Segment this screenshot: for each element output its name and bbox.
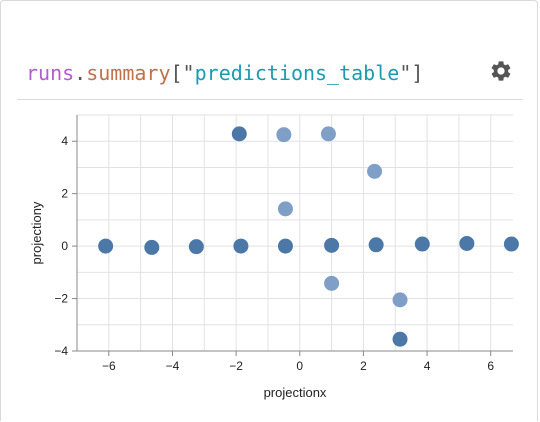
panel-header: runs.summary["predictions_table"] — [17, 51, 523, 100]
x-tick-label: −6 — [102, 359, 116, 373]
gear-icon[interactable] — [489, 59, 513, 83]
scatter-point[interactable] — [277, 201, 293, 217]
title-open-bracket: [" — [170, 61, 195, 85]
panel-title: runs.summary["predictions_table"] — [26, 60, 423, 86]
scatter-point[interactable] — [188, 239, 204, 255]
scatter-point[interactable] — [392, 292, 408, 308]
y-tick-label: 4 — [61, 134, 68, 148]
title-summary: summary — [86, 61, 171, 85]
scatter-point[interactable] — [144, 239, 160, 255]
scatter-point[interactable] — [276, 127, 292, 143]
scatter-point[interactable] — [392, 331, 408, 347]
scatter-point[interactable] — [324, 275, 340, 291]
title-dot: . — [74, 61, 87, 85]
y-tick-label: −2 — [54, 292, 68, 306]
scatter-point[interactable] — [233, 238, 249, 254]
x-tick-label: −4 — [166, 359, 180, 373]
scatter-point[interactable] — [98, 238, 114, 254]
scatter-point[interactable] — [231, 126, 247, 142]
x-axis-title: projectionx — [264, 385, 327, 400]
x-tick-label: 0 — [296, 359, 303, 373]
scatter-point[interactable] — [277, 238, 293, 254]
scatter-point[interactable] — [320, 126, 336, 142]
x-tick-label: 6 — [487, 359, 494, 373]
axes: −6 −4 −2 0 2 4 6 −4 −2 0 2 4 — [54, 115, 513, 373]
scatter-point[interactable] — [414, 236, 430, 252]
x-tick-label: 4 — [424, 359, 431, 373]
x-tick-label: 2 — [360, 359, 367, 373]
grid — [76, 114, 513, 352]
scatter-point[interactable] — [324, 237, 340, 253]
scatter-point[interactable] — [503, 236, 519, 252]
y-tick-label: 2 — [61, 187, 68, 201]
scatter-chart: −6 −4 −2 0 2 4 6 −4 −2 0 2 4 projectionx projection… — [29, 114, 519, 400]
y-tick-label: 0 — [61, 239, 68, 253]
points — [98, 126, 519, 347]
scatter-point[interactable] — [459, 235, 475, 251]
title-close-bracket: "] — [399, 61, 424, 85]
scatter-point[interactable] — [367, 163, 383, 179]
title-runs: runs — [26, 61, 75, 85]
y-tick-label: −4 — [54, 344, 68, 358]
x-tick-label: −2 — [229, 359, 243, 373]
y-axis-title: projectiony — [29, 201, 44, 264]
title-key: predictions_table — [194, 61, 400, 85]
scatter-point[interactable] — [368, 237, 384, 253]
